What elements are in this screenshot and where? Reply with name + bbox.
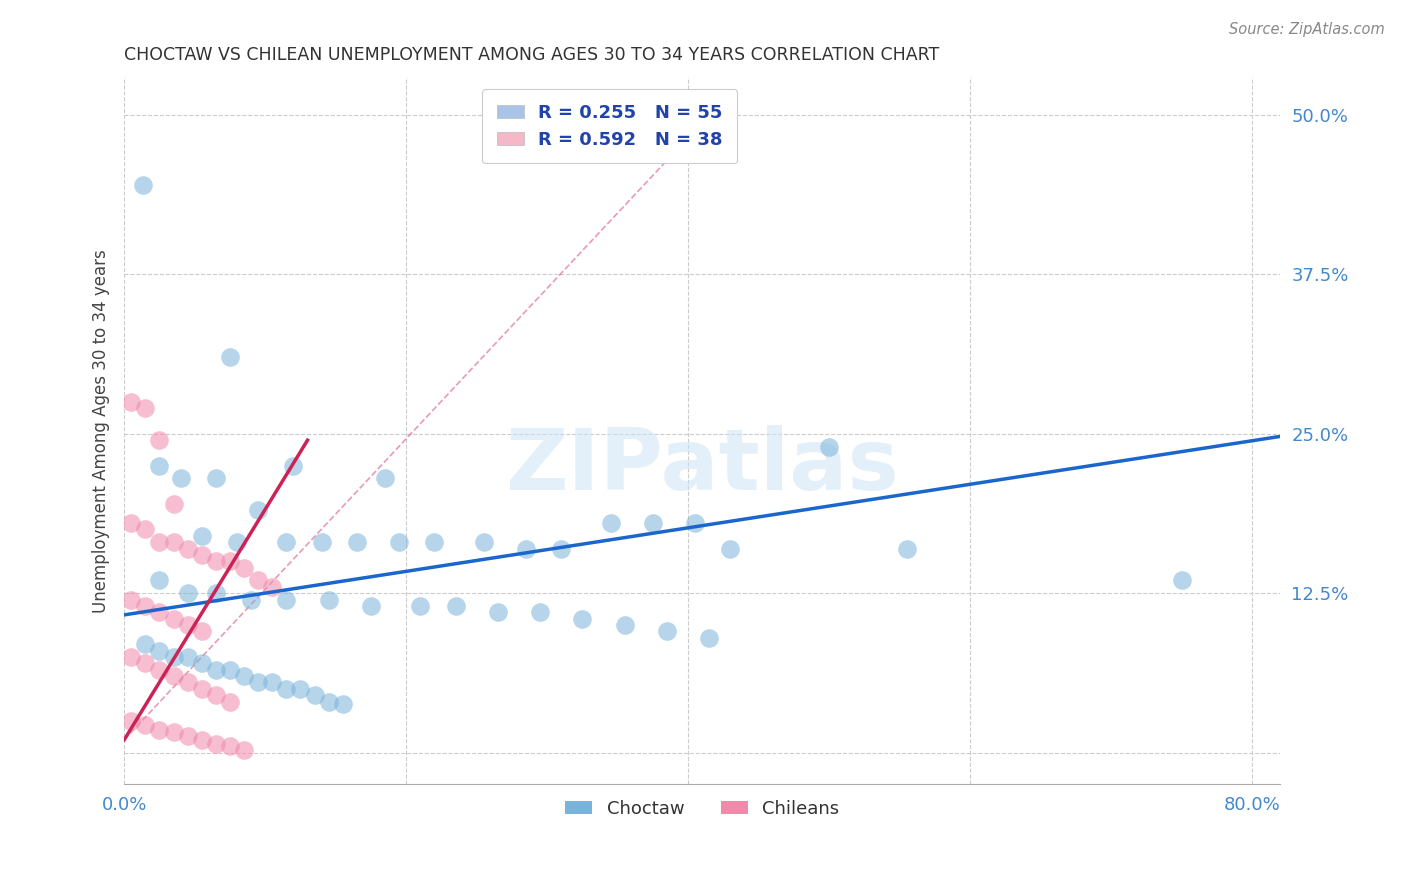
Point — [318, 592, 340, 607]
Point — [219, 695, 242, 709]
Legend: Choctaw, Chileans: Choctaw, Chileans — [558, 792, 846, 825]
Point — [697, 631, 720, 645]
Point — [148, 605, 170, 619]
Point — [148, 663, 170, 677]
Point — [233, 743, 256, 757]
Point — [148, 535, 170, 549]
Point — [233, 560, 256, 574]
Point — [388, 535, 411, 549]
Point — [360, 599, 382, 613]
Point — [176, 649, 198, 664]
Point — [191, 681, 214, 696]
Point — [683, 516, 706, 530]
Point — [655, 624, 678, 639]
Point — [205, 586, 228, 600]
Point — [599, 516, 621, 530]
Point — [191, 548, 214, 562]
Point — [240, 592, 263, 607]
Text: Source: ZipAtlas.com: Source: ZipAtlas.com — [1229, 22, 1385, 37]
Text: CHOCTAW VS CHILEAN UNEMPLOYMENT AMONG AGES 30 TO 34 YEARS CORRELATION CHART: CHOCTAW VS CHILEAN UNEMPLOYMENT AMONG AG… — [124, 46, 939, 64]
Point — [205, 554, 228, 568]
Point — [148, 458, 170, 473]
Point — [571, 612, 593, 626]
Point — [219, 351, 242, 365]
Point — [205, 737, 228, 751]
Point — [120, 395, 142, 409]
Point — [134, 717, 156, 731]
Point — [162, 725, 184, 739]
Point — [134, 637, 156, 651]
Point — [304, 688, 326, 702]
Point — [226, 535, 249, 549]
Point — [896, 541, 918, 556]
Point — [486, 605, 509, 619]
Point — [613, 618, 636, 632]
Point — [318, 695, 340, 709]
Point — [191, 624, 214, 639]
Point — [247, 503, 270, 517]
Point — [134, 599, 156, 613]
Point — [120, 649, 142, 664]
Text: ZIPatlas: ZIPatlas — [505, 425, 900, 508]
Point — [191, 657, 214, 671]
Point — [290, 681, 312, 696]
Point — [219, 663, 242, 677]
Point — [346, 535, 368, 549]
Point — [219, 739, 242, 754]
Point — [720, 541, 742, 556]
Point — [262, 580, 284, 594]
Point — [120, 516, 142, 530]
Point — [176, 729, 198, 743]
Point — [162, 612, 184, 626]
Point — [423, 535, 446, 549]
Point — [276, 535, 298, 549]
Point — [148, 434, 170, 448]
Y-axis label: Unemployment Among Ages 30 to 34 years: Unemployment Among Ages 30 to 34 years — [93, 249, 110, 613]
Point — [332, 697, 354, 711]
Point — [276, 592, 298, 607]
Point — [641, 516, 664, 530]
Point — [219, 554, 242, 568]
Point — [262, 675, 284, 690]
Point — [247, 675, 270, 690]
Point — [176, 541, 198, 556]
Point — [176, 675, 198, 690]
Point — [176, 618, 198, 632]
Point — [162, 497, 184, 511]
Point — [120, 714, 142, 728]
Point — [247, 574, 270, 588]
Point — [148, 643, 170, 657]
Point — [176, 586, 198, 600]
Point — [205, 663, 228, 677]
Point — [818, 440, 841, 454]
Point — [409, 599, 432, 613]
Point — [472, 535, 495, 549]
Point — [233, 669, 256, 683]
Point — [1170, 574, 1192, 588]
Point — [162, 535, 184, 549]
Point — [162, 649, 184, 664]
Point — [191, 732, 214, 747]
Point — [515, 541, 537, 556]
Point — [191, 529, 214, 543]
Point — [134, 657, 156, 671]
Point — [529, 605, 551, 619]
Point — [283, 458, 305, 473]
Point — [169, 471, 191, 485]
Point — [162, 669, 184, 683]
Point — [134, 523, 156, 537]
Point — [120, 592, 142, 607]
Point — [550, 541, 572, 556]
Point — [148, 723, 170, 737]
Point — [374, 471, 396, 485]
Point — [205, 471, 228, 485]
Point — [131, 178, 153, 193]
Point — [205, 688, 228, 702]
Point — [276, 681, 298, 696]
Point — [444, 599, 467, 613]
Point — [148, 574, 170, 588]
Point — [134, 401, 156, 416]
Point — [311, 535, 333, 549]
